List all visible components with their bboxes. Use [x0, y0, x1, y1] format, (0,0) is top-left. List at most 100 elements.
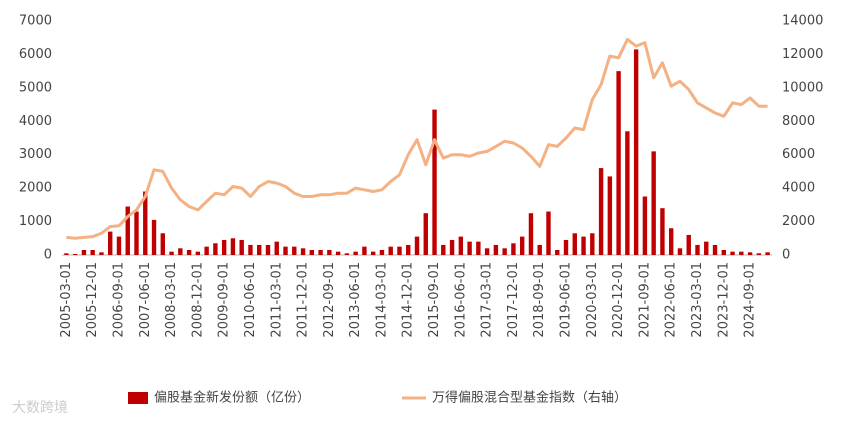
legend-label: 万得偏股混合型基金指数（右轴）: [432, 390, 627, 406]
bar: [151, 219, 157, 255]
x-tick-label: 2011-12-01: [296, 262, 311, 338]
y-tick-label: 5000: [19, 80, 52, 95]
bar: [335, 251, 341, 255]
bar: [292, 246, 297, 255]
bar: [397, 246, 402, 255]
x-tick-label: 2022-06-01: [664, 262, 679, 338]
bar: [274, 241, 279, 255]
bar: [730, 251, 735, 255]
bar: [81, 249, 87, 255]
bar: [134, 211, 139, 255]
y-tick-label: 0: [44, 248, 52, 263]
bar: [651, 151, 656, 255]
x-tick-label: 2013-06-01: [348, 262, 363, 338]
bar: [388, 246, 393, 255]
y2-tick-label: 4000: [782, 181, 815, 196]
bar: [327, 249, 332, 255]
x-tick-label: 2016-06-01: [453, 262, 468, 338]
legend-swatch: [128, 392, 148, 404]
x-tick-label: 2023-12-01: [716, 262, 731, 338]
bar: [511, 243, 516, 255]
bar: [300, 248, 306, 255]
bar: [546, 211, 551, 255]
bar: [353, 251, 358, 255]
x-tick-label: 2010-06-01: [243, 262, 258, 338]
x-tick-label: 2020-03-01: [585, 262, 600, 338]
bar: [563, 239, 569, 255]
bar: [677, 248, 683, 255]
y-tick-label: 2000: [19, 181, 52, 196]
bar: [432, 109, 437, 255]
bar: [581, 236, 586, 255]
x-tick-label: 2015-09-01: [427, 262, 442, 338]
bar: [668, 228, 674, 255]
bar: [169, 251, 174, 255]
bar: [616, 71, 621, 256]
x-tick-label: 2014-03-01: [374, 262, 389, 338]
bar: [467, 241, 472, 255]
bar: [625, 131, 630, 255]
bar: [143, 191, 148, 255]
bar: [99, 252, 104, 255]
x-tick-label: 2006-09-01: [111, 262, 126, 338]
bar: [519, 236, 525, 255]
bar: [607, 176, 613, 255]
bar: [64, 253, 69, 255]
bar: [108, 231, 113, 255]
bar: [406, 244, 411, 255]
bar: [239, 239, 244, 255]
bar: [555, 249, 560, 255]
x-tick-label: 2019-06-01: [559, 262, 574, 338]
bar: [747, 252, 753, 255]
legend-label: 偏股基金新发份额（亿份）: [154, 390, 310, 406]
bar: [572, 233, 577, 255]
bar: [695, 244, 700, 255]
y-tick-label: 7000: [19, 14, 52, 29]
bar: [528, 213, 534, 255]
x-tick-label: 2008-12-01: [190, 262, 205, 338]
bar: [590, 233, 595, 255]
x-tick-label: 2011-03-01: [269, 262, 284, 338]
watermark: 大数跨境: [12, 400, 68, 416]
bar: [458, 236, 464, 255]
x-tick-label: 2008-03-01: [164, 262, 179, 338]
bar: [318, 249, 323, 255]
x-tick-label: 2017-12-01: [506, 262, 521, 338]
bar: [248, 244, 253, 255]
line: [66, 37, 768, 240]
bar: [441, 244, 446, 255]
bar: [90, 249, 95, 255]
bar: [213, 243, 218, 255]
bar: [704, 241, 709, 255]
bar: [633, 49, 639, 255]
x-tick-label: 2005-12-01: [85, 262, 100, 338]
x-tick-label: 2014-12-01: [401, 262, 416, 338]
bar: [344, 253, 350, 255]
y-tick-label: 6000: [19, 47, 52, 62]
x-tick-label: 2023-03-01: [690, 262, 705, 338]
bar: [476, 241, 481, 255]
y2-tick-label: 10000: [782, 80, 823, 95]
y-tick-label: 1000: [19, 214, 52, 229]
bar: [660, 208, 665, 255]
bar: [537, 244, 542, 255]
bar: [265, 244, 271, 255]
bar: [72, 253, 78, 255]
bar: [712, 244, 718, 255]
bar: [116, 236, 122, 255]
y-tick-label: 4000: [19, 114, 52, 129]
x-tick-label: 2018-09-01: [532, 262, 547, 338]
y2-tick-label: 6000: [782, 147, 815, 162]
bar: [125, 206, 130, 255]
bar: [484, 248, 490, 255]
y2-tick-label: 0: [782, 248, 790, 263]
x-tick-label: 2021-09-01: [637, 262, 652, 338]
bar: [160, 233, 166, 255]
x-tick-label: 2024-09-01: [743, 262, 758, 338]
bar: [449, 239, 455, 255]
y2-tick-label: 12000: [782, 47, 823, 62]
bar: [186, 249, 192, 255]
bar: [423, 213, 428, 255]
bar: [370, 251, 376, 255]
